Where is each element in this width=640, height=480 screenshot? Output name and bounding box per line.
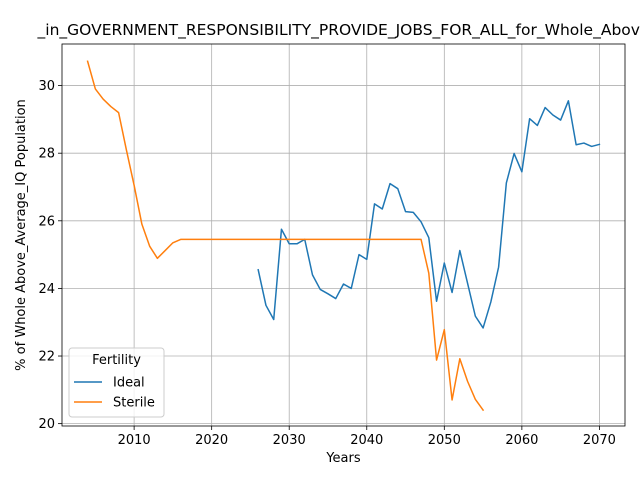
legend-items: Ideal Sterile <box>74 376 155 411</box>
x-tick-label: 2060 <box>505 433 538 448</box>
y-tick-label: 26 <box>38 214 55 229</box>
y-tick-label: 22 <box>38 350 55 365</box>
y-tick-label: 28 <box>38 147 55 162</box>
series-lines <box>86 60 601 412</box>
y-tick-label: 20 <box>38 417 55 432</box>
x-tick-label: 2020 <box>195 433 228 448</box>
x-tick-label: 2070 <box>583 433 616 448</box>
legend-title: Fertility <box>92 353 141 368</box>
y-tick-label: 24 <box>38 282 55 297</box>
x-tick-label: 2030 <box>273 433 306 448</box>
plot-area-frame <box>61 43 626 427</box>
legend-label-ideal: Ideal <box>113 376 145 391</box>
series-line-sterile <box>86 60 485 412</box>
axis-ticks: 2010 2020 2030 2040 2050 2060 2070 20 22 24 26 28 30 <box>38 79 616 448</box>
legend: Fertility Ideal Sterile <box>68 347 165 418</box>
x-tick-label: 2050 <box>428 433 461 448</box>
x-axis-title: Years <box>325 451 361 466</box>
x-tick-label: 2010 <box>118 433 151 448</box>
x-tick-label: 2040 <box>350 433 383 448</box>
legend-frame <box>68 347 165 418</box>
y-axis-title: % of Whole Above_Average_IQ Population <box>14 99 29 371</box>
chart-title: _in_GOVERNMENT_RESPONSIBILITY_PROVIDE_JO… <box>37 21 640 40</box>
legend-label-sterile: Sterile <box>113 396 155 411</box>
y-tick-label: 30 <box>38 79 55 94</box>
series-line-ideal <box>257 100 601 329</box>
